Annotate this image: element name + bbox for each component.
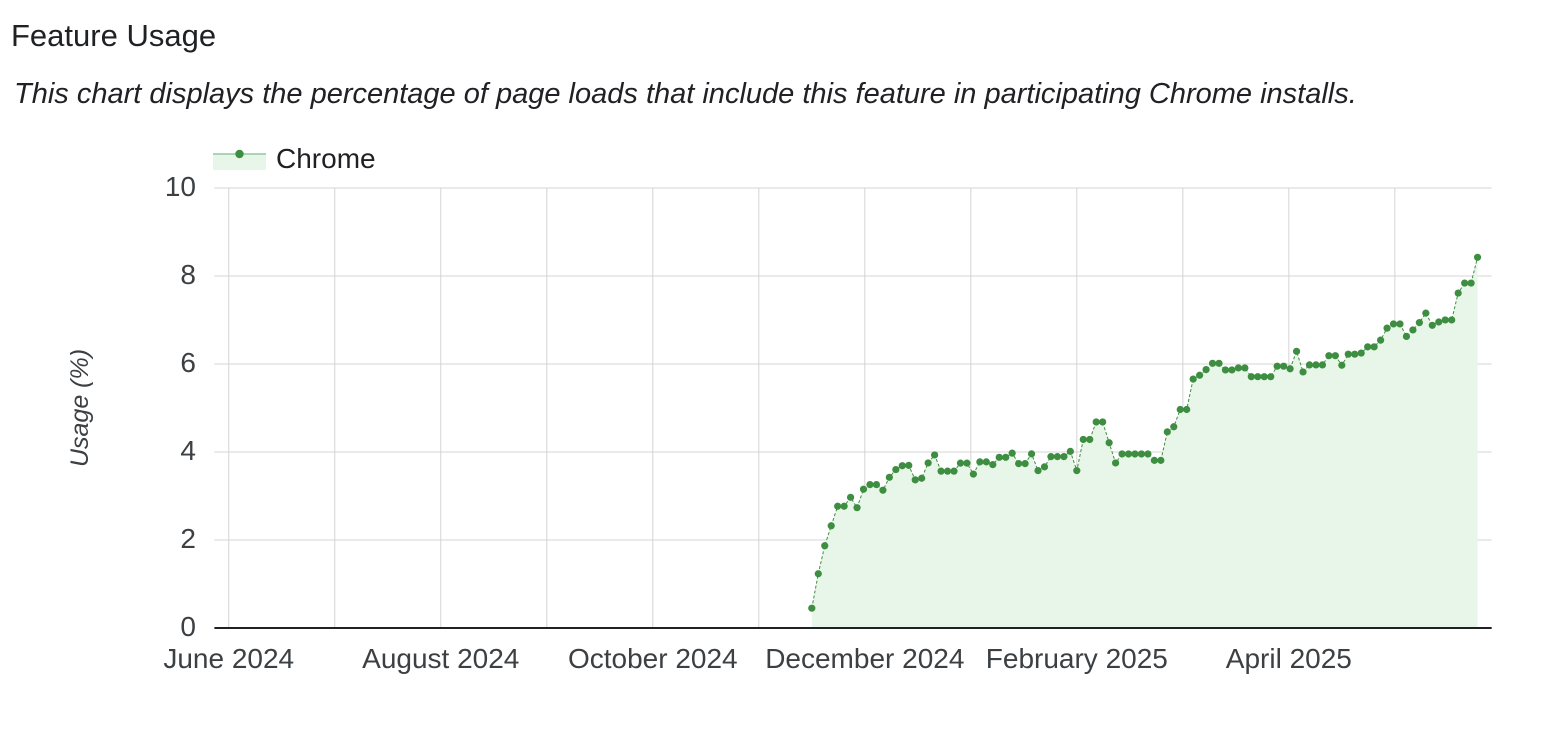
svg-text:June 2024: June 2024 — [163, 643, 294, 674]
svg-text:December 2024: December 2024 — [765, 643, 964, 674]
svg-text:February 2025: February 2025 — [986, 643, 1168, 674]
svg-text:October 2024: October 2024 — [568, 643, 738, 674]
svg-text:10: 10 — [165, 171, 196, 202]
svg-text:April 2025: April 2025 — [1226, 643, 1352, 674]
svg-text:Chrome: Chrome — [276, 143, 376, 174]
svg-text:0: 0 — [180, 611, 196, 642]
svg-text:2: 2 — [180, 523, 196, 554]
svg-text:6: 6 — [180, 347, 196, 378]
svg-text:Usage (%): Usage (%) — [66, 349, 94, 467]
svg-text:August 2024: August 2024 — [362, 643, 519, 674]
svg-text:4: 4 — [180, 435, 196, 466]
svg-text:8: 8 — [180, 259, 196, 290]
